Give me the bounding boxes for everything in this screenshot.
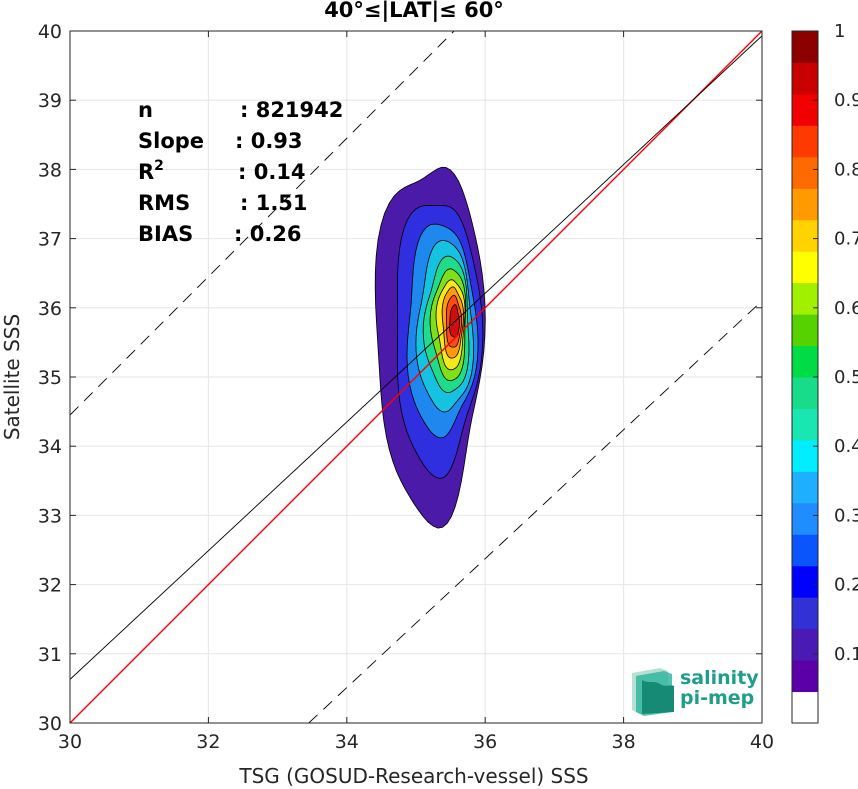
colorbar-tick-label: 0.7: [834, 229, 858, 250]
x-axis-label: TSG (GOSUD-Research-vessel) SSS: [238, 764, 588, 788]
x-tick-label: 32: [196, 731, 220, 753]
x-tick-label: 34: [335, 731, 359, 753]
y-tick-label: 35: [38, 367, 62, 389]
colorbar-segment: [792, 314, 818, 347]
y-tick-label: 38: [38, 159, 62, 181]
logo-line1: salinity: [680, 667, 759, 689]
colorbar-segment: [792, 188, 818, 221]
colorbar-segment: [792, 565, 818, 598]
stat-label: R2: [138, 158, 164, 184]
colorbar-segment: [792, 439, 818, 472]
colorbar-tick-label: 0.2: [834, 575, 858, 596]
stat-value: : 0.93: [235, 129, 303, 153]
x-tick-label: 38: [612, 731, 636, 753]
colorbar-segment: [792, 62, 818, 95]
y-axis-label: Satellite SSS: [0, 314, 24, 440]
y-tick-label: 34: [38, 436, 62, 458]
stat-value: : 821942: [240, 98, 343, 122]
stat-label-sup: 2: [154, 158, 164, 174]
colorbar-tick-label: 0.4: [834, 436, 858, 457]
colorbar-segment: [792, 628, 818, 661]
y-tick-label: 32: [38, 575, 62, 597]
density-contours: [374, 166, 486, 529]
y-tick-label: 39: [38, 90, 62, 112]
colorbar-segment: [792, 219, 818, 252]
one-to-one-line: [70, 31, 762, 723]
colorbar-tick-label: 0.6: [834, 298, 858, 319]
colorbar-segment: [792, 408, 818, 441]
colorbar-segment: [792, 502, 818, 535]
x-tick-label: 30: [58, 731, 82, 753]
colorbar-segment: [792, 691, 818, 724]
stat-value: : 1.51: [240, 191, 308, 215]
stat-value: : 0.26: [234, 222, 302, 246]
y-tick-label: 33: [38, 505, 62, 527]
colorbar-tick-label: 0.8: [834, 159, 858, 180]
stat-value: : 0.14: [238, 160, 306, 184]
colorbar-segment: [792, 377, 818, 409]
stat-label: n: [138, 98, 153, 122]
colorbar-tick-label: 0.5: [834, 367, 858, 388]
colorbar-tick-label: 0.9: [834, 90, 858, 111]
colorbar-segment: [792, 660, 818, 693]
colorbar-segment: [792, 471, 818, 504]
colorbar-segment: [792, 156, 818, 189]
regression-line: [70, 35, 762, 680]
colorbar-segment: [792, 31, 818, 63]
stat-label: RMS: [138, 191, 190, 215]
colorbar-segment: [792, 125, 818, 158]
colorbar-segment: [792, 251, 818, 284]
logo-line2: pi-mep: [680, 687, 754, 709]
x-tick-label: 40: [750, 731, 774, 753]
offset-lower-line: [308, 300, 762, 723]
colorbar-tick-label: 0.3: [834, 505, 858, 526]
y-tick-label: 31: [38, 644, 62, 666]
chart-title: 40°≤|LAT|≤ 60°: [324, 0, 504, 23]
y-tick-label: 40: [38, 21, 62, 43]
colorbar-segment: [792, 597, 818, 630]
x-axis-ticks: 30 32 34 36 38 40: [58, 31, 774, 753]
colorbar: 0.1 0.2 0.3 0.4 0.5 0.6 0.7 0.8 0.9 1: [791, 21, 858, 724]
salinity-pimep-logo: salinity pi-mep: [632, 667, 759, 716]
y-axis-ticks: 30 31 32 33 34 35 36 37 38 39 40: [38, 21, 762, 735]
colorbar-segment: [792, 534, 818, 567]
reference-lines: [70, 31, 762, 723]
y-tick-label: 30: [38, 713, 62, 735]
y-tick-label: 37: [38, 229, 62, 251]
y-tick-label: 36: [38, 298, 62, 320]
colorbar-segment: [792, 345, 818, 378]
statistics-block: n : 821942 Slope : 0.93 R2 : 0.14 RMS : 1.51 BIA…: [138, 98, 343, 246]
wave-logo-icon: [632, 668, 674, 716]
colorbar-tick-label: 1: [834, 21, 845, 42]
offset-upper-line: [70, 31, 455, 416]
x-tick-label: 36: [473, 731, 497, 753]
colorbar-segment: [792, 282, 818, 315]
stat-label: Slope: [138, 129, 204, 153]
colorbar-tick-label: 0.1: [834, 644, 858, 665]
colorbar-segment: [792, 93, 818, 126]
stat-label: BIAS: [138, 222, 193, 246]
